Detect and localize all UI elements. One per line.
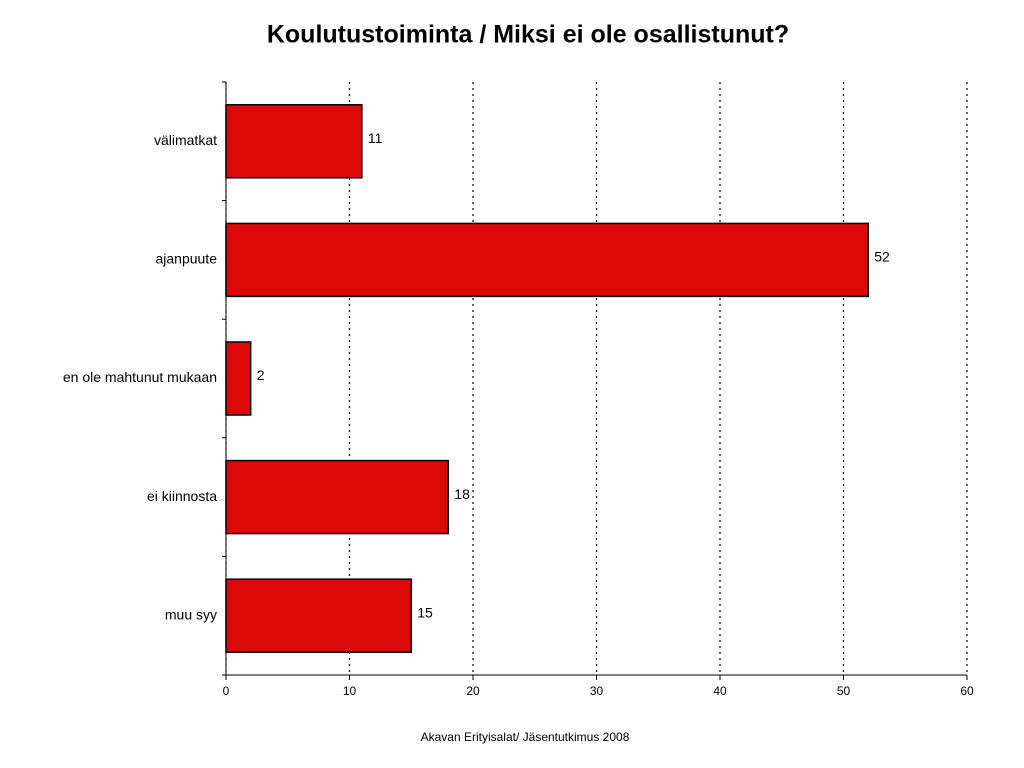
bar — [225, 578, 412, 653]
x-tick-label: 60 — [960, 684, 974, 698]
x-tick-label: 40 — [713, 684, 727, 698]
bar — [225, 341, 252, 416]
value-label: 52 — [874, 249, 890, 265]
x-tick-label: 20 — [466, 684, 480, 698]
value-label: 15 — [417, 604, 433, 620]
chart-title: Koulutustoiminta / Miksi ei ole osallist… — [267, 21, 789, 49]
value-label: 18 — [454, 486, 470, 502]
y-tick-label: muu syy — [165, 606, 217, 622]
bar — [225, 104, 363, 179]
value-label: 11 — [368, 130, 383, 146]
y-tick-label: en ole mahtunut mukaan — [63, 369, 217, 385]
y-tick-label: välimatkat — [154, 132, 217, 148]
bar — [225, 459, 450, 535]
x-tick-label: 50 — [837, 684, 851, 698]
x-tick-label: 10 — [343, 684, 357, 698]
x-tick-label: 30 — [590, 684, 604, 698]
y-tick-label: ei kiinnosta — [147, 488, 217, 504]
bar — [225, 222, 869, 298]
source-note: Akavan Erityisalat/ Jäsentutkimus 2008 — [421, 730, 630, 744]
y-tick-label: ajanpuute — [155, 251, 217, 267]
value-label: 2 — [257, 367, 265, 383]
x-tick-label: 0 — [223, 684, 230, 698]
